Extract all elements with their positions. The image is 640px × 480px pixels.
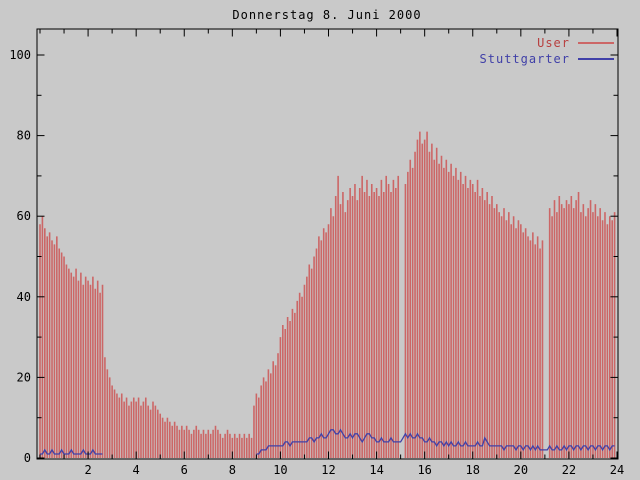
chart-title: Donnerstag 8. Juni 2000 bbox=[232, 8, 422, 22]
x-tick-label: 24 bbox=[610, 463, 624, 477]
x-tick-label: 14 bbox=[369, 463, 383, 477]
x-tick-label: 16 bbox=[417, 463, 431, 477]
legend: User Stuttgarter bbox=[479, 35, 614, 66]
stuttgarter-series bbox=[40, 428, 615, 455]
y-tick-label: 100 bbox=[9, 48, 31, 62]
legend-stuttgarter-label: Stuttgarter bbox=[479, 51, 570, 66]
line-series-path bbox=[40, 428, 615, 455]
y-tick-label: 20 bbox=[17, 370, 31, 384]
x-tick-label: 18 bbox=[466, 463, 480, 477]
x-tick-label: 10 bbox=[273, 463, 287, 477]
y-tick-label: 0 bbox=[24, 451, 31, 465]
x-tick-label: 6 bbox=[181, 463, 188, 477]
y-tick-label: 60 bbox=[17, 209, 31, 223]
legend-item-user: User bbox=[480, 35, 614, 50]
x-tick-label: 2 bbox=[84, 463, 91, 477]
x-tick-label: 12 bbox=[321, 463, 335, 477]
legend-stuttgarter-line-sample bbox=[578, 57, 614, 60]
x-tick-label: 20 bbox=[514, 463, 528, 477]
y-tick-label: 80 bbox=[17, 129, 31, 143]
plot-border bbox=[36, 28, 619, 460]
y-tick-label: 40 bbox=[17, 290, 31, 304]
legend-user-line-sample bbox=[578, 41, 614, 44]
user-series bbox=[39, 131, 616, 458]
x-tick-label: 22 bbox=[562, 463, 576, 477]
legend-user-label: User bbox=[537, 35, 570, 50]
x-tick-label: 8 bbox=[229, 463, 236, 477]
x-tick-label: 4 bbox=[133, 463, 140, 477]
legend-item-stuttgarter: Stuttgarter bbox=[479, 51, 614, 66]
